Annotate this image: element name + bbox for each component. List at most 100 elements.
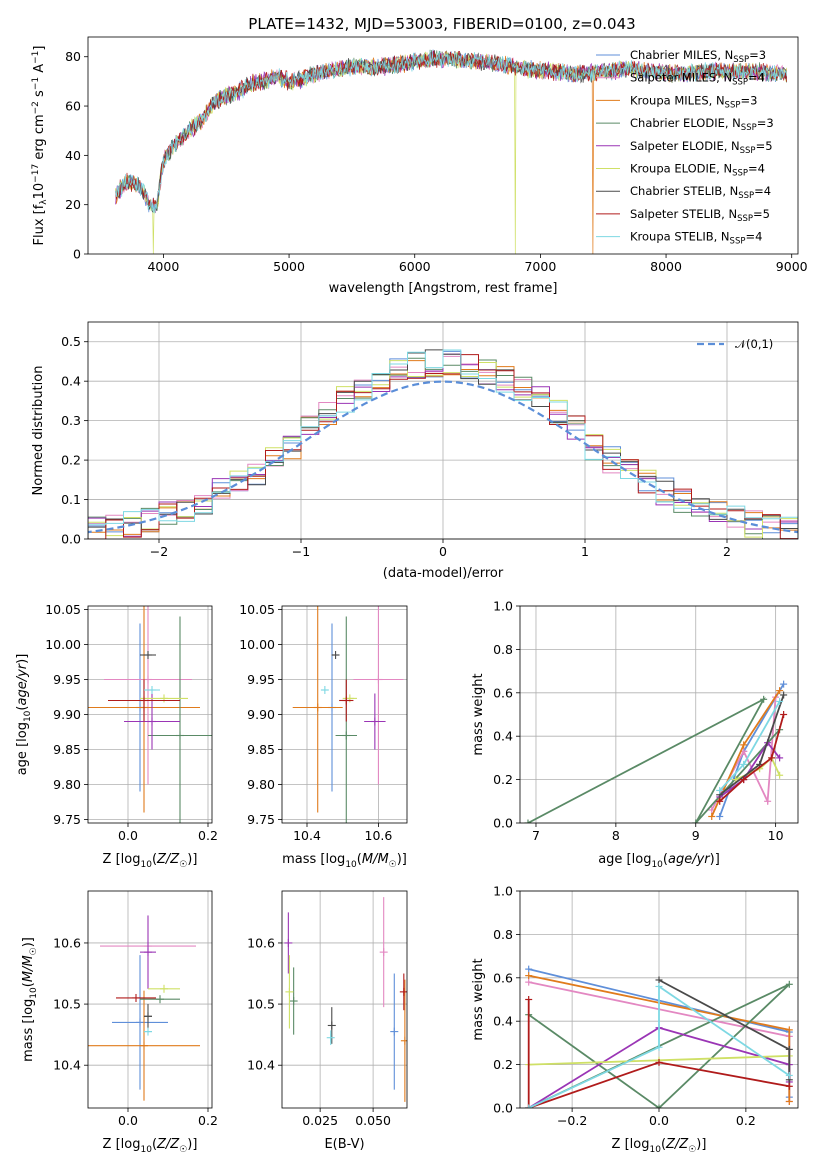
label-part: SSP xyxy=(740,146,756,156)
label-part: E(B-V) xyxy=(324,1137,364,1152)
weight-line-chabrier-elodie xyxy=(527,697,781,823)
label-part: =3 xyxy=(757,116,774,130)
age_vs_mass-ytick-label: 9.75 xyxy=(247,812,275,827)
label-part: Z [log xyxy=(612,1137,650,1152)
label-part: )] xyxy=(696,1137,706,1152)
age_vs_Z-ytick-label: 9.80 xyxy=(53,777,81,792)
residuals-plot-area xyxy=(88,349,798,539)
spectrum-xtick-label: 8000 xyxy=(650,259,682,274)
label-part: ( xyxy=(663,852,668,867)
age_vs_mass-xtick-label: 10.4 xyxy=(293,828,321,843)
residuals-ytick-label: 0.0 xyxy=(61,532,81,547)
label-part: SSP xyxy=(732,78,748,88)
label-part: 10 xyxy=(29,987,39,999)
residuals-xtick-label: −2 xyxy=(150,544,168,559)
label-part: s xyxy=(32,90,47,101)
label-part: ☉ xyxy=(179,860,187,870)
residuals-xtick-label: −1 xyxy=(292,544,310,559)
age_vs_Z-xlabel: Z [log10(Z/Z☉)] xyxy=(103,852,198,870)
weights_vs_Z-ytick-label: 0.0 xyxy=(493,1101,513,1116)
figure-title: PLATE=1432, MJD=53003, FIBERID=0100, z=0… xyxy=(248,15,635,33)
mass_vs_Z-ytick-label: 10.5 xyxy=(53,997,81,1012)
age_vs_mass-ytick-label: 10.05 xyxy=(239,602,275,617)
spectrum-line-kroupa-stelib xyxy=(115,50,788,214)
label-part: mass weight xyxy=(471,958,486,1040)
weights_vs_age-ytick-label: 0.0 xyxy=(493,816,513,831)
weights_vs_age-xtick-label: 10 xyxy=(768,828,784,843)
age_vs_Z-ytick-label: 9.85 xyxy=(53,742,81,757)
age_vs_mass-ytick-label: 9.85 xyxy=(247,742,275,757)
residuals-ytick-label: 0.2 xyxy=(61,453,81,468)
label-part: age [log xyxy=(598,852,651,867)
residuals-ylabel: Normed distribution xyxy=(31,366,46,496)
weights_vs_age-frame xyxy=(519,605,799,824)
weights_vs_Z-frame xyxy=(519,890,799,1109)
label-part: SSP xyxy=(741,123,757,133)
residuals-axes: −2 −1 0 1 2 0.0 0.1 0.2 0.3 0.4 0.5 𝒩(0,1) (data-mod… xyxy=(31,321,799,581)
weights_vs_age-xtick-label: 7 xyxy=(532,828,540,843)
label-part: 10 xyxy=(649,1145,661,1155)
label-part: =4 xyxy=(748,162,765,176)
weights_vs_age-xlabel: age [log10(age/yr)] xyxy=(598,852,720,870)
mass_vs_Z-ylabel: mass [log10(M/M☉)] xyxy=(21,937,39,1062)
weights_vs_Z-ytick-label: 0.4 xyxy=(493,1014,513,1029)
age_vs_mass-xtick-label: 10.6 xyxy=(365,828,393,843)
weights_vs_age-ytick-label: 0.6 xyxy=(493,685,513,700)
residuals-ytick-label: 0.1 xyxy=(61,492,81,507)
spectrum-ytick-label: 0 xyxy=(73,247,81,262)
label-part: M/M xyxy=(362,852,389,867)
weights_vs_age-xtick-label: 8 xyxy=(612,828,620,843)
mass_vs_ebv-xlabel: E(B-V) xyxy=(324,1137,364,1152)
label-part: ] xyxy=(32,46,47,51)
label-part: Flux [f xyxy=(32,204,47,245)
mass_vs_ebv-ytick-label: 10.4 xyxy=(247,1058,275,1073)
weight-line-salpeter-stelib xyxy=(527,999,790,1108)
label-part: Normed distribution xyxy=(31,366,46,496)
weights_vs_Z-ytick-label: 0.8 xyxy=(493,927,513,942)
spectrum-xtick-label: 5000 xyxy=(273,259,305,274)
label-part: −1 xyxy=(31,51,41,64)
label-part: Salpeter STELIB, N xyxy=(630,207,737,221)
label-part: Chabrier MILES, N xyxy=(630,48,733,62)
age_vs_mass-ytick-label: 9.90 xyxy=(247,707,275,722)
label-part: )] xyxy=(397,852,407,867)
label-part: −17 xyxy=(31,164,41,183)
label-part: Chabrier ELODIE, N xyxy=(630,116,741,130)
label-part: (data-model)/error xyxy=(383,566,504,581)
age_vs_Z-ytick-label: 10.05 xyxy=(45,602,81,617)
spectrum-ylabel: Flux [fλ10−17 erg cm−2 s−1 A−1] xyxy=(31,46,49,246)
spectrum-plot-area xyxy=(115,49,788,254)
mass_vs_Z-plot-area xyxy=(88,915,200,1101)
mass_vs_ebv-ytick-label: 10.6 xyxy=(247,935,275,950)
label-part: 10 xyxy=(140,1145,152,1155)
age_vs_Z-xtick-label: 0.2 xyxy=(198,828,218,843)
weights_vs_age-plot-area xyxy=(524,680,788,823)
weights_vs_Z-xtick-label: −0.2 xyxy=(557,1113,587,1128)
label-part: Z [log xyxy=(103,852,141,867)
label-part: SSP xyxy=(730,237,746,247)
label-part: M/M xyxy=(21,955,36,982)
weights_vs_Z-xtick-label: 0.0 xyxy=(649,1113,669,1128)
residuals-ytick-label: 0.5 xyxy=(61,334,81,349)
label-part: ( xyxy=(661,1137,666,1152)
label-part: Kroupa ELODIE, N xyxy=(630,162,732,176)
residuals-xtick-label: 0 xyxy=(439,544,447,559)
label-part: Kroupa MILES, N xyxy=(630,93,725,107)
mass_vs_ebv-xtick-label: 0.050 xyxy=(355,1113,391,1128)
label-part: ☉ xyxy=(389,860,397,870)
legend-entry-salpeter-stelib: Salpeter STELIB, NSSP=5 xyxy=(630,207,770,224)
label-part: )] xyxy=(21,937,36,947)
mass_vs_ebv-axes: 0.025 0.050 10.4 10.5 10.6 E(B-V) xyxy=(247,890,408,1152)
mass_vs_Z-ytick-label: 10.6 xyxy=(53,935,81,950)
weights_vs_age-xtick-label: 9 xyxy=(692,828,700,843)
weights_vs_Z-xtick-label: 0.2 xyxy=(736,1113,756,1128)
mass_vs_ebv-ytick-label: 10.5 xyxy=(247,997,275,1012)
label-part: −1 xyxy=(31,77,41,90)
legend-entry-salpeter-miles: Salpeter MILES, NSSP=4 xyxy=(630,71,765,88)
label-part: Z/Z xyxy=(156,1137,180,1152)
label-part: SSP xyxy=(733,55,749,65)
weights_vs_Z-ytick-label: 0.2 xyxy=(493,1057,513,1072)
age_vs_Z-ytick-label: 10.00 xyxy=(45,637,81,652)
